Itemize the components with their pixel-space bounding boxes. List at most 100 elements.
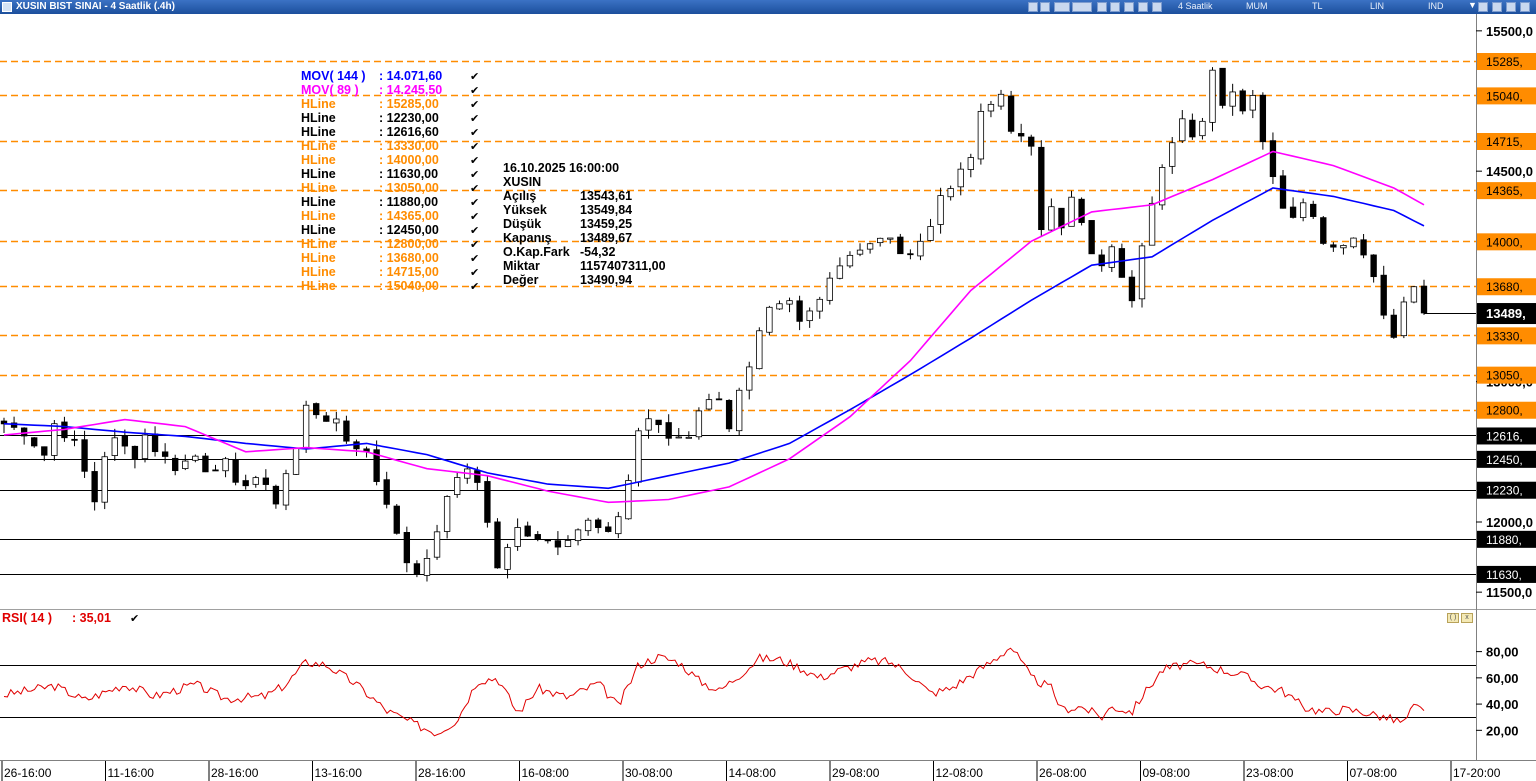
candle <box>161 443 169 464</box>
check-icon[interactable]: ✔ <box>470 239 479 251</box>
legend-value: : 13050,00 <box>379 181 439 195</box>
window-icon <box>2 2 12 12</box>
candle <box>101 451 108 510</box>
check-icon[interactable]: ✔ <box>470 197 479 209</box>
hline-price-tag-0 <box>1477 53 1536 71</box>
candle <box>997 89 1005 110</box>
hline-price-tag-4 <box>1477 233 1536 251</box>
check-icon[interactable]: ✔ <box>470 71 479 83</box>
x-tick-label: 07-08:00 <box>1350 766 1398 780</box>
check-icon[interactable]: ✔ <box>470 99 479 111</box>
y-tick-label: 14500,0 <box>1486 164 1533 179</box>
candle <box>504 543 511 579</box>
arrow-down-icon[interactable]: ▼ <box>1468 0 1477 10</box>
check-icon[interactable]: ✔ <box>470 85 479 97</box>
legend-label: HLine <box>301 209 336 223</box>
stack-icon[interactable] <box>1072 2 1092 12</box>
candle <box>534 531 541 542</box>
candle <box>1219 67 1226 109</box>
candle <box>1269 132 1277 184</box>
candle <box>544 539 551 544</box>
candle <box>856 243 864 257</box>
tool-icon[interactable] <box>1492 2 1502 12</box>
check-icon[interactable]: ✔ <box>470 253 479 265</box>
hline-price-tag-8 <box>1477 401 1536 419</box>
tool-icon[interactable] <box>1152 2 1162 12</box>
check-icon[interactable]: ✔ <box>470 169 479 181</box>
info-key: Değer <box>503 273 539 287</box>
image-icon[interactable] <box>1028 2 1038 12</box>
x-tick-label: 28-16:00 <box>418 766 466 780</box>
check-icon[interactable]: ✔ <box>130 613 139 625</box>
candle <box>736 387 743 436</box>
legend-label: HLine <box>301 153 336 167</box>
check-icon[interactable]: ✔ <box>470 113 479 125</box>
check-icon[interactable]: ✔ <box>470 281 479 293</box>
candle <box>1078 197 1085 226</box>
candle <box>746 361 753 400</box>
candle <box>655 419 662 433</box>
currency-selector[interactable]: TL <box>1312 1 1323 11</box>
candle <box>1058 207 1065 236</box>
close-icon[interactable] <box>1520 2 1530 12</box>
candle <box>1350 237 1357 249</box>
tool-icon[interactable] <box>1124 2 1134 12</box>
x-tick-label: 16-08:00 <box>522 766 570 780</box>
candle <box>343 415 350 444</box>
candle <box>484 476 491 528</box>
check-icon[interactable]: ✔ <box>470 127 479 139</box>
rsi-legend-value: : 35,01 <box>72 611 111 625</box>
rsi-y-tick-label: 40,00 <box>1486 697 1519 712</box>
candle <box>645 409 652 439</box>
check-icon[interactable]: ✔ <box>470 155 479 167</box>
legend-label: HLine <box>301 237 336 251</box>
hline-price-tag-11 <box>1477 481 1536 499</box>
candle <box>957 162 964 196</box>
pane-close-icon[interactable]: x <box>1461 613 1473 623</box>
candle <box>131 445 139 469</box>
candle <box>705 393 713 411</box>
candle <box>1028 134 1035 156</box>
candle <box>403 526 411 573</box>
candle <box>826 272 833 305</box>
indicator-selector[interactable]: IND <box>1428 1 1444 11</box>
image-icon[interactable] <box>1054 2 1070 12</box>
candle <box>1390 308 1397 339</box>
info-value: 13489,67 <box>580 231 632 245</box>
check-icon[interactable]: ✔ <box>470 211 479 223</box>
grid-icon[interactable] <box>1110 2 1120 12</box>
last-price-tag <box>1477 303 1536 325</box>
candle <box>564 535 572 548</box>
hline-price-label: 12450, <box>1486 453 1523 467</box>
tool-icon[interactable] <box>1506 2 1516 12</box>
check-icon[interactable]: ✔ <box>470 267 479 279</box>
info-value: 13459,25 <box>580 217 632 231</box>
check-icon[interactable]: ✔ <box>470 183 479 195</box>
candle <box>554 531 562 556</box>
tool-icon[interactable] <box>1138 2 1148 12</box>
legend-label: HLine <box>301 223 336 237</box>
arrow-icon[interactable] <box>1097 2 1107 12</box>
hline-price-label: 15040, <box>1486 89 1523 103</box>
pane-restore-icon[interactable]: ( ) <box>1447 613 1459 623</box>
candle <box>81 430 88 478</box>
image-icon[interactable] <box>1040 2 1050 12</box>
info-key: Açılış <box>503 189 536 203</box>
scale-selector[interactable]: LIN <box>1370 1 1385 11</box>
window-titlebar: XUSIN BIST SINAI - 4 Saatlik (.4h) 4 Saa… <box>0 0 1536 14</box>
check-icon[interactable]: ✔ <box>470 225 479 237</box>
period-selector[interactable]: 4 Saatlik <box>1178 1 1213 11</box>
candle <box>222 456 229 478</box>
x-tick-label: 26-08:00 <box>1039 766 1087 780</box>
candle <box>323 412 330 422</box>
chart-type-selector[interactable]: MUM <box>1246 1 1268 11</box>
x-axis: 26-16:00 11-16:00 28-16:00 13-16:00 28-16:00… <box>1 761 1501 781</box>
y-axis: 15500,014500,013000,012000,011500,015285… <box>1476 24 1536 738</box>
hline-price-label: 14000, <box>1486 235 1523 249</box>
x-tick-label: 28-16:00 <box>211 766 259 780</box>
candle <box>846 251 854 269</box>
check-icon[interactable]: ✔ <box>470 141 479 153</box>
legend-label: HLine <box>301 195 336 209</box>
tool-icon[interactable] <box>1478 2 1488 12</box>
